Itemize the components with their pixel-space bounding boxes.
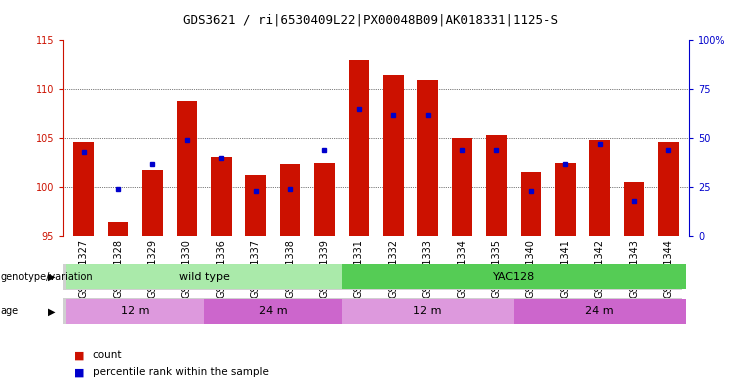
Bar [211,157,231,236]
Text: 24 m: 24 m [585,306,614,316]
Bar [624,182,645,236]
Bar [67,299,204,324]
Bar [176,101,197,236]
Bar [342,264,685,290]
Text: ▶: ▶ [48,306,56,316]
Text: ▶: ▶ [48,272,56,282]
Bar [67,264,342,290]
Text: wild type: wild type [179,272,230,282]
Bar [383,74,404,236]
Bar [348,60,369,236]
Text: count: count [93,350,122,360]
Bar [342,299,514,324]
Bar [520,172,541,236]
Text: genotype/variation: genotype/variation [1,272,93,282]
Text: ■: ■ [74,350,84,360]
Bar [417,81,438,236]
Text: ■: ■ [74,367,84,377]
Bar [452,138,472,236]
Text: 24 m: 24 m [259,306,288,316]
Text: 12 m: 12 m [413,306,442,316]
Bar [73,142,94,236]
Bar [555,163,576,236]
Bar [514,299,685,324]
Bar [204,299,342,324]
Text: age: age [1,306,19,316]
Bar [245,175,266,236]
Bar [142,170,163,236]
Text: 12 m: 12 m [121,306,150,316]
Text: percentile rank within the sample: percentile rank within the sample [93,367,268,377]
Bar [589,140,610,236]
Bar [314,163,335,236]
Bar [658,142,679,236]
Text: YAC128: YAC128 [493,272,535,282]
Bar [486,135,507,236]
Bar [107,222,128,236]
Bar [279,164,300,236]
Text: GDS3621 / ri|6530409L22|PX00048B09|AK018331|1125-S: GDS3621 / ri|6530409L22|PX00048B09|AK018… [183,13,558,26]
